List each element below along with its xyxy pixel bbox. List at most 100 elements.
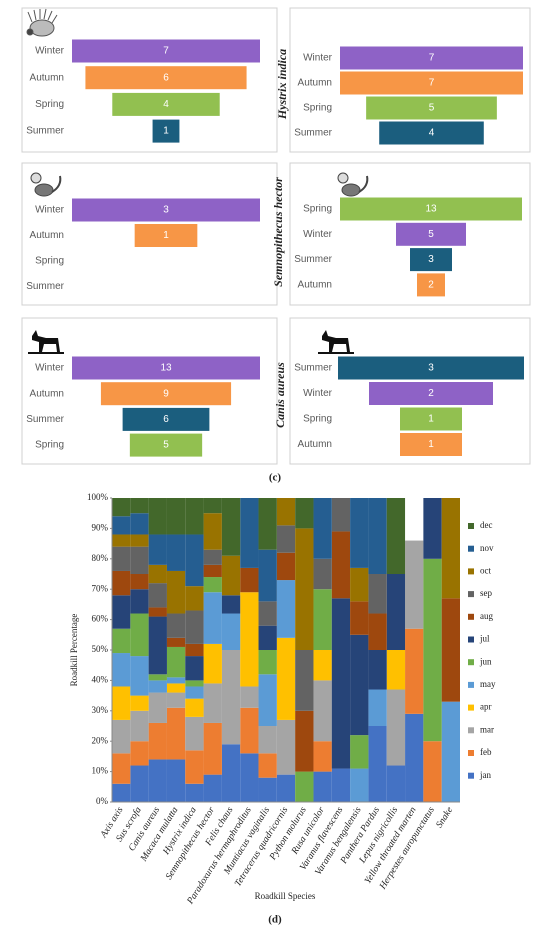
bar-segment [166,707,186,760]
bar-segment [240,498,259,568]
category-label: Spring [35,99,64,110]
panel-frame [21,162,278,306]
bar-segment [203,577,222,593]
bar-segment [130,589,149,614]
bar-segment [203,498,222,514]
legend-swatch [468,636,474,643]
bar-segment [441,598,460,702]
bar-segment [112,516,131,535]
bar-segment [130,656,149,696]
y-tick-label: 70% [92,583,109,593]
bar-segment [441,701,460,802]
bar-segment [166,534,186,571]
bar-segment [295,528,314,650]
bar-segment [368,689,387,726]
bar-segment [185,698,204,717]
bar-segment [130,546,149,574]
panel-label: (d) [268,914,282,926]
bar-segment [203,683,222,723]
bar [122,407,210,431]
y-tick-label: 60% [92,614,109,624]
value-label: 9 [163,388,169,399]
value-label: 13 [425,204,437,215]
category-label: Spring [303,414,332,425]
bar-segment [112,498,131,517]
category-label: Autumn [30,388,64,399]
legend-swatch [468,681,474,688]
species-label: Canis aureus [273,362,287,428]
category-label: Spring [35,256,64,267]
legend-swatch [468,591,474,598]
bar [72,198,260,222]
bar [417,273,445,297]
value-label: 3 [428,254,434,265]
bar-segment [203,722,222,775]
bar-segment [350,601,369,635]
bar-segment [185,643,204,657]
bar [72,39,260,63]
bar-segment [313,771,332,802]
bar [340,46,523,70]
bar-segment [203,774,222,802]
bar-segment [276,774,296,802]
bar-segment [166,646,186,678]
legend-swatch [468,727,474,734]
bar-segment [313,558,332,590]
bar-segment [313,741,332,772]
bar-segment [240,686,259,708]
legend-label: nov [480,543,494,553]
jackal-icon [318,330,354,354]
legend-swatch [468,523,474,529]
bar-segment [148,534,167,565]
y-tick-label: 20% [92,735,109,745]
value-label: 7 [429,53,435,64]
category-label: Summer [294,128,332,139]
bar-segment [148,564,167,584]
bar-segment [148,498,167,535]
bar-segment [386,765,406,802]
bar-segment [240,753,259,802]
x-tick-label: Snake [435,805,456,830]
category-label: Summer [294,363,332,374]
bar [338,356,524,380]
bar-segment [130,710,149,742]
value-label: 7 [429,78,435,89]
bar-segment [112,653,131,687]
bar-segment [130,613,149,657]
bar-segment [368,574,387,614]
bar [134,224,198,247]
bar-segment [166,570,186,614]
value-label: 1 [428,414,434,425]
y-axis-title: Roadkill Percentage [69,614,79,687]
bar-segment [185,656,204,681]
bar-segment [166,759,186,802]
bar-segment [313,680,332,742]
category-label: Spring [303,103,332,114]
bar [152,119,180,143]
bar-segment [130,534,149,547]
category-label: Autumn [298,78,332,89]
value-label: 3 [428,363,434,374]
bar-segment [313,498,332,559]
bar [340,197,522,221]
bar-segment [331,498,351,532]
bar-segment [258,726,277,754]
y-tick-label: 40% [92,674,109,684]
bar-segment [276,552,296,581]
bar-segment [350,768,369,802]
legend-label: sep [480,588,492,598]
bar [72,356,260,380]
panel-frame [289,7,531,153]
value-label: 4 [163,99,169,110]
bar-segment [112,783,131,802]
category-label: Summer [26,414,64,425]
bar-segment [130,574,149,590]
panel-frame [21,7,278,153]
category-label: Winter [303,53,333,64]
bar-segment [203,643,222,684]
species-label: Hystrix indica [275,49,289,120]
legend-label: dec [480,520,493,530]
value-label: 5 [428,229,434,240]
category-label: Winter [303,229,333,240]
